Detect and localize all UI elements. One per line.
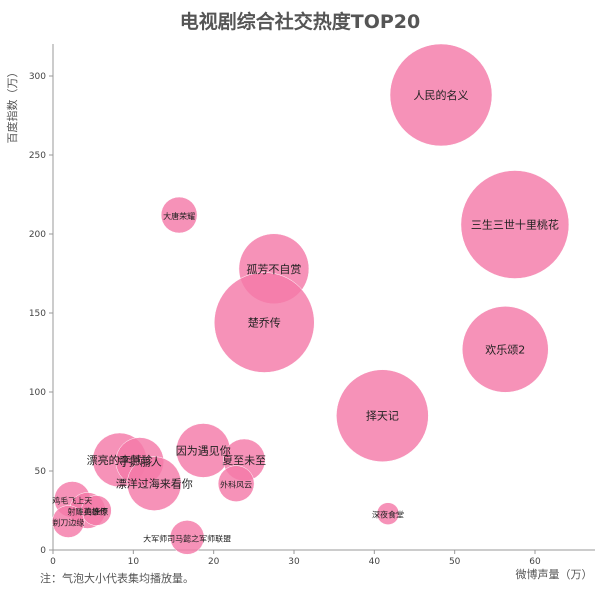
bubble-label: 大军师司马懿之军师联盟: [143, 533, 231, 543]
bubble-label: 人民的名义: [414, 88, 469, 102]
axes: 0 50 100 150 200 250 300 0 10 20 30 40 50 60: [29, 44, 595, 567]
y-tick-label: 200: [29, 230, 46, 240]
y-tick-label: 50: [35, 467, 47, 477]
bubble-label: 择天记: [366, 409, 399, 423]
x-tick-label: 50: [449, 557, 461, 567]
bubble-label: 外科风云: [220, 480, 252, 490]
x-tick-label: 0: [50, 557, 56, 567]
x-axis-label: 微博声量（万）: [516, 567, 593, 581]
chart-title: 电视剧综合社交热度TOP20: [180, 10, 420, 33]
bubble[interactable]: [160, 196, 198, 234]
bubble[interactable]: [169, 520, 205, 555]
x-tick-label: 30: [288, 557, 300, 567]
bubble-label: 白鹿原: [84, 507, 108, 517]
x-tick-label: 20: [208, 557, 220, 567]
bubble[interactable]: [52, 505, 85, 538]
y-tick-label: 100: [29, 388, 46, 398]
y-tick-label: 150: [29, 309, 46, 319]
bubble-label: 射雕英雄传: [68, 507, 108, 517]
bubble-label: 鸡毛飞上天: [52, 495, 92, 505]
bubble-label: 剃刀边缘: [52, 518, 84, 528]
footnote: 注：气泡大小代表集均播放量。: [40, 571, 194, 585]
bubble-label: 三生三世十里桃花: [471, 218, 559, 232]
bubble-label: 守护丽人: [118, 455, 162, 469]
bubble[interactable]: [336, 369, 429, 462]
bubble-label: 漂洋过海来看你: [116, 477, 193, 491]
bubble[interactable]: [460, 170, 570, 279]
bubble[interactable]: [81, 495, 112, 526]
bubble[interactable]: [376, 502, 400, 525]
x-tick-label: 60: [529, 557, 541, 567]
y-tick-label: 250: [29, 151, 46, 161]
bubble-label: 孤芳不自赏: [246, 262, 301, 276]
y-tick-label: 0: [40, 546, 46, 556]
bubble[interactable]: [462, 306, 549, 393]
bubble-label: 漂亮的李慧珍: [87, 453, 153, 467]
bubble-label: 因为遇见你: [176, 444, 231, 457]
bubble-label: 欢乐颂2: [485, 342, 525, 356]
bubbles: [52, 43, 570, 555]
x-tick-label: 40: [369, 557, 381, 567]
bubble-label: 深夜食堂: [372, 510, 404, 520]
bubble-label: 夏至未至: [222, 454, 266, 467]
y-axis-label: 百度指数（万）: [5, 67, 19, 144]
bubble[interactable]: [389, 43, 493, 147]
y-tick-label: 300: [29, 72, 46, 82]
bubble[interactable]: [126, 456, 182, 511]
x-tick-label: 10: [128, 557, 140, 567]
bubble[interactable]: [214, 272, 315, 373]
bubble-label: 大唐荣耀: [163, 211, 195, 221]
bubble[interactable]: [217, 465, 255, 502]
bubble-label: 楚乔传: [248, 315, 281, 329]
